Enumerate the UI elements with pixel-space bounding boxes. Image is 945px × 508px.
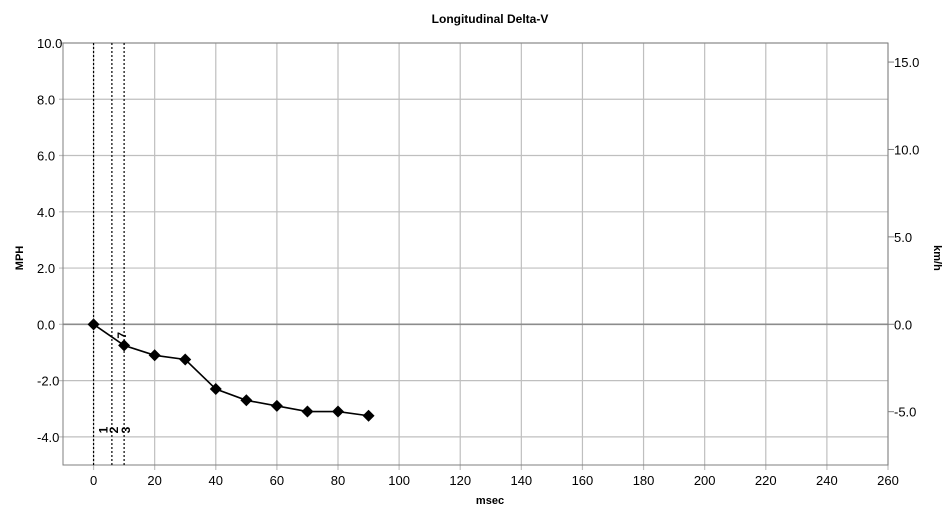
x-tick-label: 140 [510,473,532,488]
x-tick-label: 240 [816,473,838,488]
y-tick-label: 4.0 [37,205,55,220]
annotation-label: 7 [115,332,129,339]
x-tick-label: 0 [90,473,97,488]
plot-frame [62,42,889,466]
data-point-marker [87,318,100,331]
event-marker-label: 2 [107,426,121,433]
data-point-marker [148,349,161,362]
data-point-marker [301,405,314,418]
y2-tick-label: -5.0 [894,405,916,420]
series-layer [87,318,375,422]
x-axis-label: msec [476,495,504,507]
y-tick-label: 10.0 [37,36,62,51]
event-marker-layer: 123 7 [92,43,133,465]
event-marker-label: 3 [119,426,133,433]
data-point-marker [240,394,253,407]
y2-tick-label: 0.0 [894,317,912,332]
data-point-marker [118,339,131,352]
x-tick-label: 260 [877,473,899,488]
data-point-marker [270,399,283,412]
x-tick-label: 180 [633,473,655,488]
y-tick-label: -4.0 [37,430,59,445]
x-tick-label: 200 [694,473,716,488]
x-tick-labels: 0 20 40 60 80 100 120 140 160 180 200 220 240 260 [90,473,899,488]
data-point-marker [362,409,375,422]
y-tick-label: 2.0 [37,261,55,276]
y-axis-label: MPH [14,246,26,271]
series-line [93,323,369,417]
x-tick-label: 20 [147,473,161,488]
x-tick-label: 160 [572,473,594,488]
data-point-marker [332,405,344,418]
data-point-marker [179,353,192,366]
x-tick-label: 120 [449,473,471,488]
x-tick-label: 60 [270,473,284,488]
x-tick-label: 80 [331,473,345,488]
x-tick-label: 100 [388,473,410,488]
y-tick-labels: 10.0 8.0 6.0 4.0 2.0 0.0 -2.0 -4.0 [37,36,62,445]
x-tick-label: 40 [209,473,223,488]
y-tick-label: 6.0 [37,149,55,164]
y2-tick-label: 10.0 [894,142,919,157]
x-tick-label: 220 [755,473,777,488]
y-tick-label: -2.0 [37,374,59,389]
y2-axis-label: km/h [931,245,943,271]
grid-layer [59,42,894,470]
y2-tick-label: 5.0 [894,230,912,245]
y-tick-label: 8.0 [37,92,55,107]
chart-title: Longitudinal Delta-V [432,12,549,26]
event-marker-label: 1 [97,426,111,433]
y2-tick-labels: 15.0 10.0 5.0 0.0 -5.0 [894,55,919,420]
y-tick-label: 0.0 [37,317,55,332]
y2-tick-label: 15.0 [894,55,919,70]
data-point-marker [209,383,222,396]
